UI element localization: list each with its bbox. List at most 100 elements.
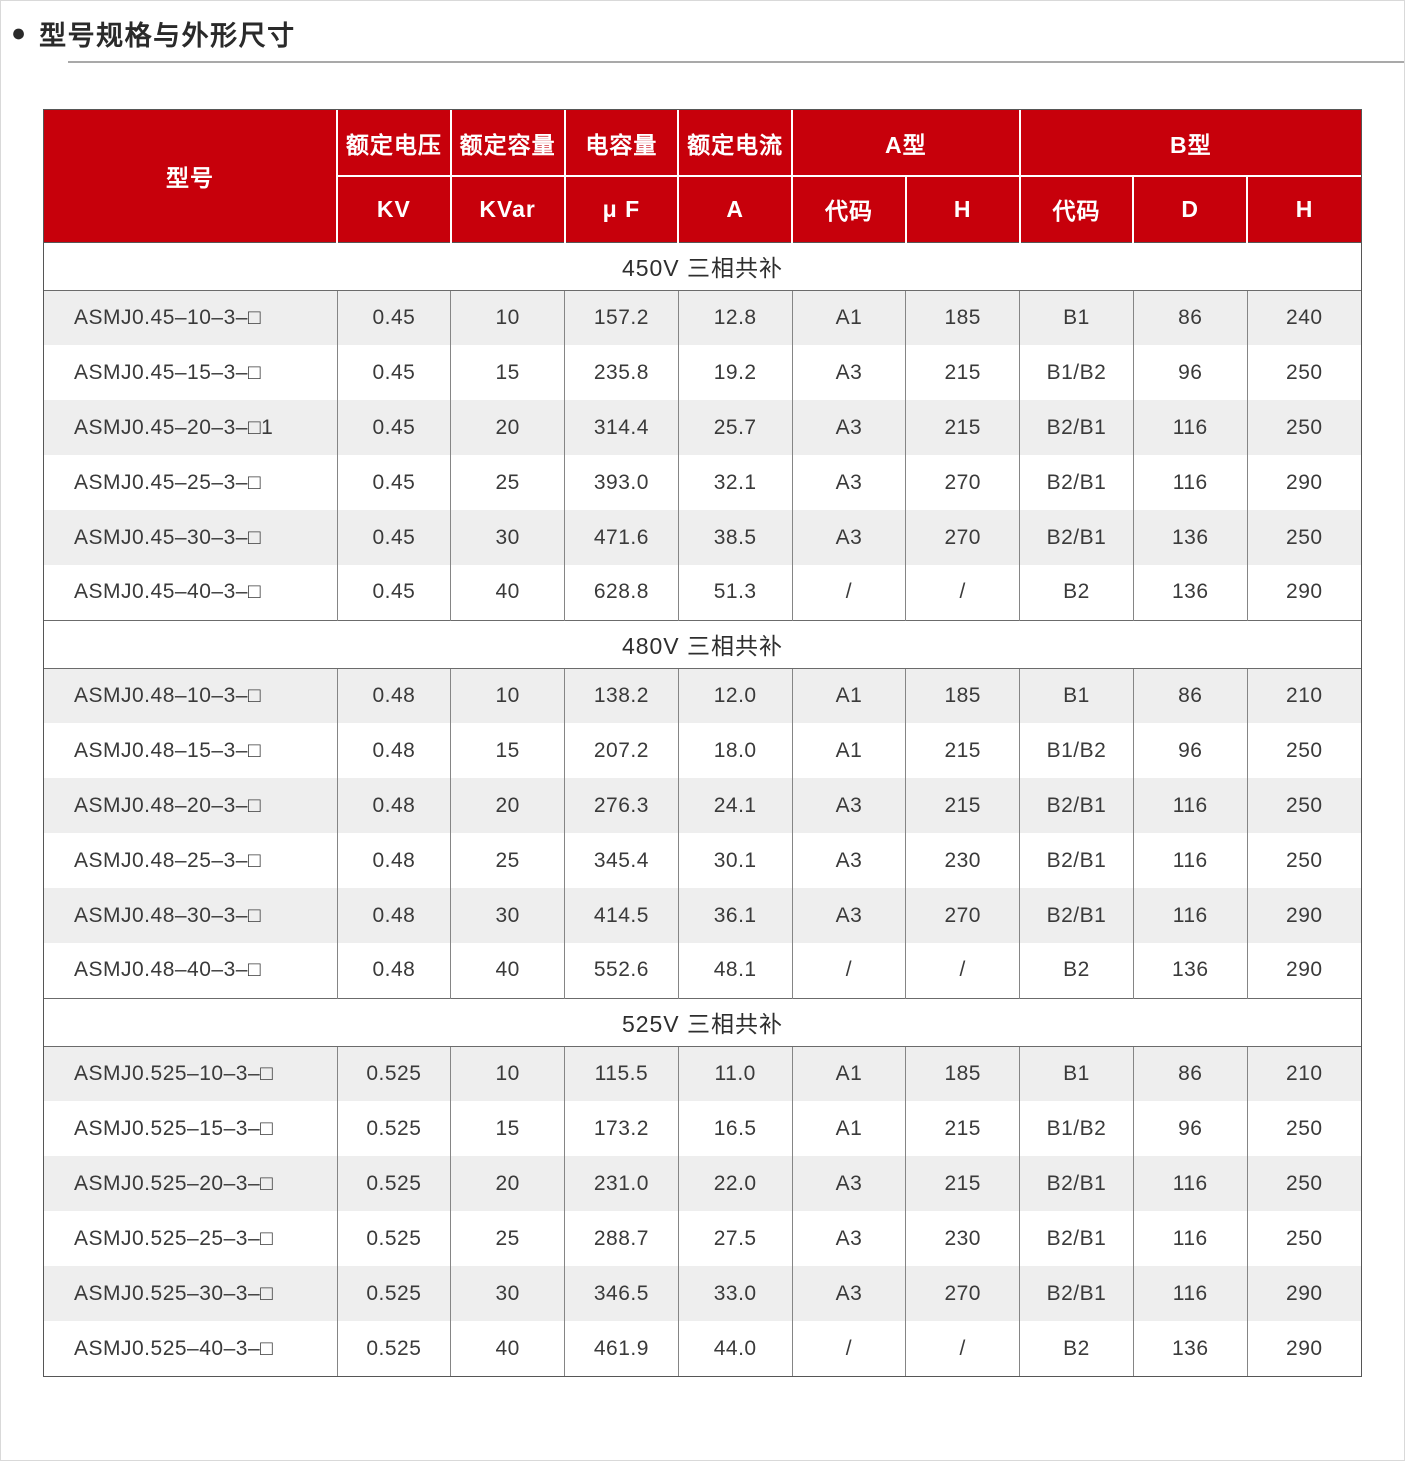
value-cell: 345.4	[564, 833, 679, 888]
value-cell: A3	[791, 510, 906, 565]
value-cell: 116	[1132, 833, 1248, 888]
value-cell: 235.8	[564, 345, 679, 400]
value-cell: 38.5	[677, 510, 793, 565]
value-cell: 25	[450, 1211, 565, 1266]
table-row: ASMJ0.48–40–3–□ 0.48 40 552.6 48.1// B2 136 290	[44, 943, 1361, 998]
table-row: ASMJ0.525–30–3–□ 0.525 30 346.5 33.0 A3 270 B2/…	[44, 1266, 1361, 1321]
value-cell: 290	[1246, 565, 1361, 620]
value-cell: 10	[450, 290, 565, 345]
value-cell: A3	[791, 833, 906, 888]
model-cell: ASMJ0.525–15–3–□	[44, 1101, 337, 1156]
table-row: ASMJ0.525–40–3–□ 0.525 40 461.9 44.0// B2 136 2…	[44, 1321, 1361, 1376]
page-header: ● 型号规格与外形尺寸	[1, 1, 1404, 53]
value-cell: 250	[1246, 778, 1361, 833]
section-banner-row: 525V 三相共补	[44, 997, 1361, 1047]
model-cell: ASMJ0.45–10–3–□	[44, 290, 337, 345]
value-cell: A1	[791, 1101, 906, 1156]
value-cell: 0.525	[336, 1211, 451, 1266]
value-cell: 628.8	[564, 565, 679, 620]
value-cell: B2	[1019, 1321, 1134, 1376]
value-cell: B2/B1	[1019, 1266, 1134, 1321]
value-cell: 0.45	[336, 290, 451, 345]
model-cell: ASMJ0.45–20–3–□1	[44, 400, 337, 455]
col-header-uf: μ F	[563, 176, 679, 243]
value-cell: 33.0	[677, 1266, 793, 1321]
value-cell: 0.45	[336, 345, 451, 400]
value-cell: 86	[1132, 668, 1248, 723]
value-cell: 231.0	[564, 1156, 679, 1211]
value-cell: B2/B1	[1019, 1156, 1134, 1211]
value-cell: 116	[1132, 1156, 1248, 1211]
value-cell: 0.525	[336, 1101, 451, 1156]
value-cell: 40	[450, 1321, 565, 1376]
value-cell: 0.45	[336, 565, 451, 620]
value-cell: 250	[1246, 345, 1361, 400]
value-cell: A3	[791, 778, 906, 833]
value-cell: B1/B2	[1019, 723, 1134, 778]
value-cell: 461.9	[564, 1321, 679, 1376]
table-row: ASMJ0.45–30–3–□ 0.45 30 471.6 38.5 A3 270 B2/B1…	[44, 510, 1361, 565]
value-cell: A3	[791, 1211, 906, 1266]
section-banner: 525V 三相共补	[44, 997, 1361, 1047]
col-header-rated-voltage: 额定电压	[336, 110, 451, 177]
table-body: 450V 三相共补 ASMJ0.45–10–3–□ 0.45 10 157.2 12.8 A…	[44, 241, 1361, 1376]
value-cell: A1	[791, 1046, 906, 1101]
value-cell: 290	[1246, 888, 1361, 943]
model-cell: ASMJ0.48–40–3–□	[44, 943, 337, 998]
value-cell: 86	[1132, 290, 1248, 345]
table-row: ASMJ0.48–30–3–□ 0.48 30 414.5 36.1 A3 270 B2/B1…	[44, 888, 1361, 943]
value-cell: 30	[450, 510, 565, 565]
table-header: 型号 额定电压 额定容量 电容量 额定电流 A型 B型 KV KVar μ F …	[44, 110, 1361, 243]
value-cell: B1/B2	[1019, 345, 1134, 400]
table-row: ASMJ0.45–15–3–□ 0.45 15 235.8 19.2 A3 215 B1/B2…	[44, 345, 1361, 400]
value-cell: B1	[1019, 290, 1134, 345]
value-cell: 15	[450, 723, 565, 778]
model-cell: ASMJ0.45–30–3–□	[44, 510, 337, 565]
table-row: ASMJ0.48–10–3–□ 0.48 10 138.2 12.0 A1 185 B1 86 2…	[44, 668, 1361, 723]
value-cell: 25.7	[677, 400, 793, 455]
value-cell: 40	[450, 943, 565, 998]
value-cell: 210	[1246, 668, 1361, 723]
col-header-type-b: B型	[1018, 110, 1361, 177]
value-cell: 10	[450, 1046, 565, 1101]
value-cell: 185	[905, 668, 1020, 723]
model-cell: ASMJ0.48–15–3–□	[44, 723, 337, 778]
value-cell: 96	[1132, 1101, 1248, 1156]
model-cell: ASMJ0.525–25–3–□	[44, 1211, 337, 1266]
value-cell: 48.1	[677, 943, 793, 998]
value-cell: 86	[1132, 1046, 1248, 1101]
col-header-type-a: A型	[791, 110, 1020, 177]
value-cell: A3	[791, 400, 906, 455]
value-cell: B2/B1	[1019, 400, 1134, 455]
value-cell: 314.4	[564, 400, 679, 455]
model-cell: ASMJ0.48–30–3–□	[44, 888, 337, 943]
value-cell: 10	[450, 668, 565, 723]
value-cell: 210	[1246, 1046, 1361, 1101]
value-cell: /	[791, 1321, 906, 1376]
value-cell: B1	[1019, 1046, 1134, 1101]
value-cell: 15	[450, 345, 565, 400]
value-cell: 250	[1246, 723, 1361, 778]
table-row: ASMJ0.48–15–3–□ 0.48 15 207.2 18.0 A1 215 B1/B2…	[44, 723, 1361, 778]
value-cell: 185	[905, 1046, 1020, 1101]
table-row: ASMJ0.525–20–3–□ 0.525 20 231.0 22.0 A3 215 B2/…	[44, 1156, 1361, 1211]
value-cell: 0.48	[336, 668, 451, 723]
section-banner: 450V 三相共补	[44, 241, 1361, 291]
value-cell: /	[791, 565, 906, 620]
value-cell: 0.525	[336, 1046, 451, 1101]
value-cell: 116	[1132, 1211, 1248, 1266]
value-cell: 290	[1246, 1266, 1361, 1321]
col-header-type-a-h: H	[904, 176, 1020, 243]
model-cell: ASMJ0.525–20–3–□	[44, 1156, 337, 1211]
value-cell: 250	[1246, 1211, 1361, 1266]
value-cell: 552.6	[564, 943, 679, 998]
value-cell: 0.48	[336, 833, 451, 888]
model-cell: ASMJ0.48–25–3–□	[44, 833, 337, 888]
col-header-type-b-code: 代码	[1018, 176, 1134, 243]
value-cell: 215	[905, 345, 1020, 400]
bullet-icon: ●	[11, 19, 27, 47]
value-cell: 136	[1132, 565, 1248, 620]
value-cell: 250	[1246, 1101, 1361, 1156]
value-cell: 20	[450, 778, 565, 833]
value-cell: 32.1	[677, 455, 793, 510]
